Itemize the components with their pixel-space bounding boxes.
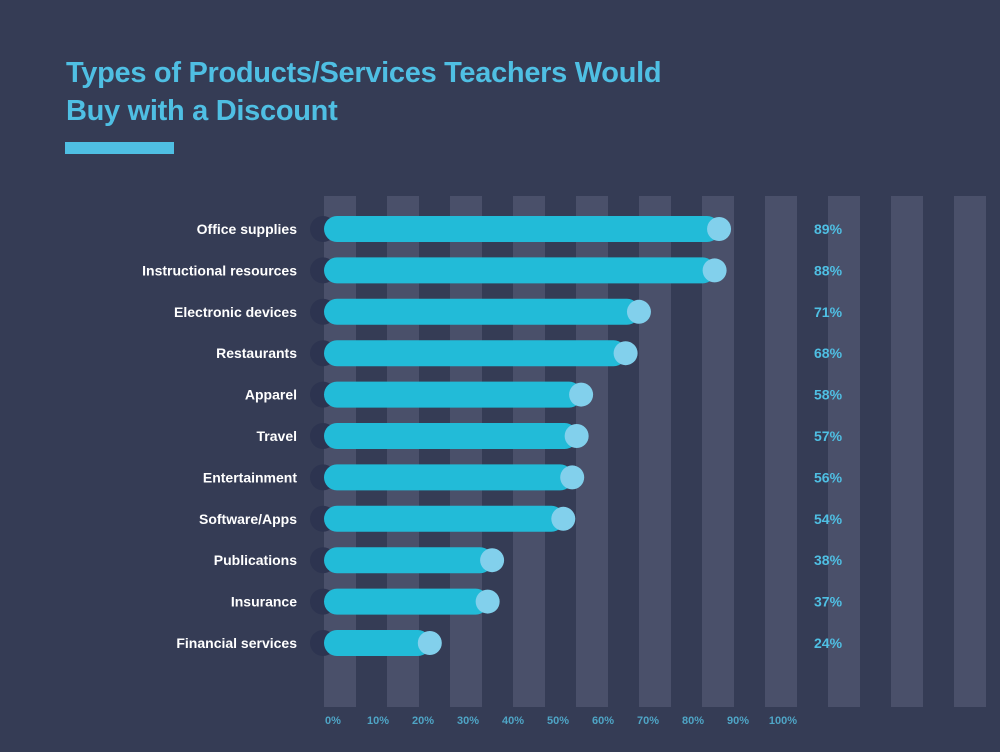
x-tick-label: 10% bbox=[367, 715, 389, 727]
grid-column-9 bbox=[891, 196, 923, 707]
title-underline bbox=[65, 142, 174, 154]
x-tick-label: 30% bbox=[457, 715, 479, 727]
value-label: 71% bbox=[814, 304, 843, 320]
x-tick-label: 20% bbox=[412, 715, 434, 727]
value-label: 58% bbox=[814, 387, 843, 403]
bar bbox=[324, 381, 583, 408]
value-label: 57% bbox=[814, 428, 843, 444]
bar bbox=[324, 588, 489, 615]
value-label: 88% bbox=[814, 262, 843, 278]
bar bbox=[324, 547, 494, 574]
value-label: 38% bbox=[814, 552, 843, 568]
bar-end-cap bbox=[613, 341, 638, 366]
bar-end-cap bbox=[569, 382, 594, 407]
category-label: Office supplies bbox=[197, 221, 298, 237]
bar bbox=[324, 423, 578, 449]
value-label: 68% bbox=[814, 345, 843, 361]
grid-column-8 bbox=[828, 196, 860, 707]
chart-title: Types of Products/Services Teachers Woul… bbox=[66, 54, 766, 130]
value-label: 89% bbox=[814, 221, 843, 237]
category-label: Instructional resources bbox=[142, 262, 297, 278]
chart-title-line-1: Types of Products/Services Teachers Woul… bbox=[66, 57, 662, 89]
bar-end-cap bbox=[707, 217, 732, 241]
x-tick-label: 50% bbox=[547, 715, 569, 727]
bar-end-cap bbox=[475, 589, 500, 614]
bar-end-cap bbox=[480, 548, 505, 573]
category-label: Insurance bbox=[231, 594, 297, 610]
bar-end-cap bbox=[560, 465, 585, 490]
grid-column-7 bbox=[765, 196, 797, 707]
bar bbox=[324, 505, 565, 532]
bar bbox=[324, 340, 627, 367]
value-label: 37% bbox=[814, 594, 843, 610]
x-tick-label: 80% bbox=[682, 715, 704, 727]
x-tick-label: 100% bbox=[769, 715, 797, 727]
category-label: Apparel bbox=[245, 387, 297, 403]
category-label: Publications bbox=[214, 552, 297, 568]
bar-end-cap bbox=[702, 258, 727, 283]
bar bbox=[324, 257, 716, 284]
bar bbox=[324, 298, 640, 325]
category-label: Financial services bbox=[176, 635, 297, 651]
category-label: Travel bbox=[257, 428, 297, 444]
bar bbox=[324, 464, 574, 491]
bar-end-cap bbox=[626, 299, 651, 324]
x-tick-label: 90% bbox=[727, 715, 749, 727]
x-tick-label: 40% bbox=[502, 715, 524, 727]
bar-end-cap bbox=[417, 631, 442, 655]
x-tick-label: 0% bbox=[325, 715, 341, 727]
bar bbox=[324, 216, 721, 242]
bar bbox=[324, 630, 431, 656]
value-label: 24% bbox=[814, 635, 843, 651]
bar-end-cap bbox=[551, 506, 576, 531]
chart-title-line-2: Buy with a Discount bbox=[66, 95, 338, 127]
category-label: Entertainment bbox=[203, 469, 297, 485]
x-tick-label: 60% bbox=[592, 715, 614, 727]
value-label: 56% bbox=[814, 469, 843, 485]
category-label: Electronic devices bbox=[174, 304, 297, 320]
category-label: Restaurants bbox=[216, 345, 297, 361]
grid-column-10 bbox=[954, 196, 986, 707]
bar-end-cap bbox=[564, 424, 589, 448]
x-tick-label: 70% bbox=[637, 715, 659, 727]
value-label: 54% bbox=[814, 511, 843, 527]
category-label: Software/Apps bbox=[199, 511, 297, 527]
